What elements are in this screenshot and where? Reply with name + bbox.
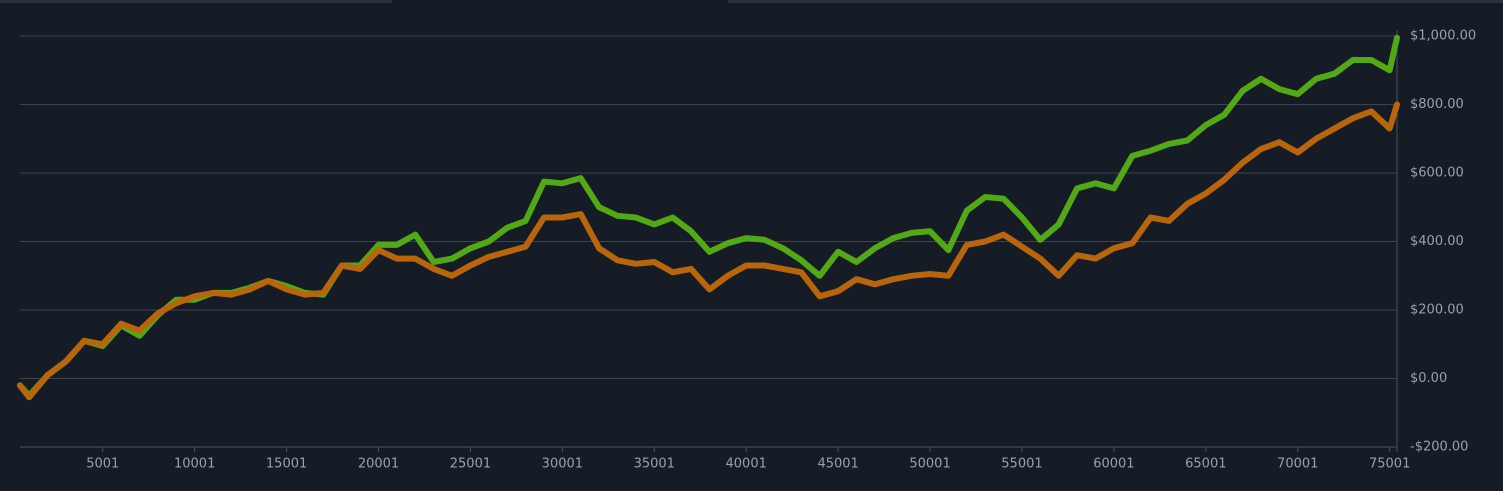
x-tick-label: 45001 [817,457,858,472]
x-tick-label: 30001 [542,457,583,472]
x-tick-label: 65001 [1185,457,1226,472]
y-tick-label: $800.00 [1410,97,1464,112]
series-line [17,101,1400,401]
y-tick-label: $1,000.00 [1410,29,1476,44]
y-tick-label: $400.00 [1410,234,1464,249]
x-tick-label: 70001 [1277,457,1318,472]
x-tick-label: 60001 [1093,457,1134,472]
y-tick-label: $600.00 [1410,166,1464,181]
y-tick-label: $200.00 [1410,303,1464,318]
x-tick-label: 75001 [1369,457,1410,472]
y-tick-label: -$200.00 [1410,440,1468,455]
tab-strip [728,0,1503,3]
x-tick-label: 40001 [726,457,767,472]
y-tick-label: $0.00 [1410,371,1447,386]
x-tick-label: 20001 [358,457,399,472]
x-tick-label: 10001 [174,457,215,472]
x-tick-label: 25001 [450,457,491,472]
x-tick-label: 50001 [909,457,950,472]
tab-strip [0,0,392,3]
x-tick-label: 15001 [266,457,307,472]
x-tick-label: 5001 [86,457,119,472]
x-tick-label: 55001 [1001,457,1042,472]
x-tick-label: 35001 [634,457,675,472]
